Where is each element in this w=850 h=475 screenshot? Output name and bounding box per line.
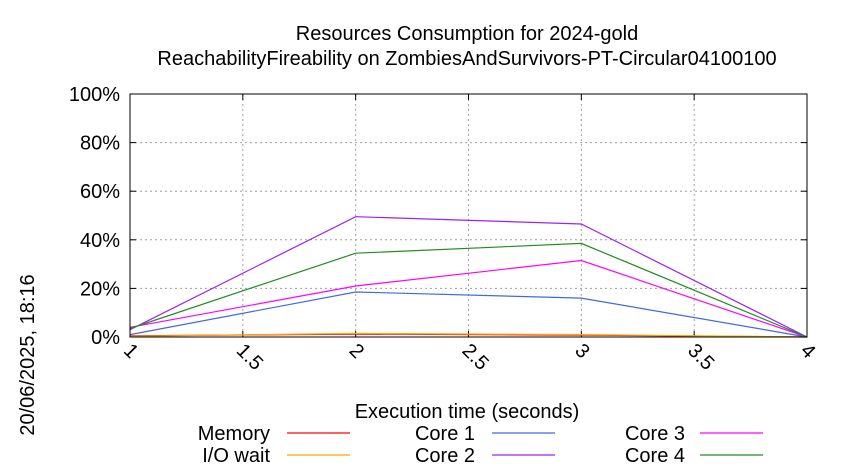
x-tick-label: 1.5	[232, 340, 267, 375]
grid	[129, 93, 808, 338]
x-axis-ticks: 1 1.5 2 2.5 3 3.5 4	[119, 94, 819, 375]
x-axis-label: Execution time (seconds)	[355, 401, 580, 423]
legend-label-core-1: Core 1	[415, 423, 475, 445]
series-line-core-3	[129, 259, 808, 338]
legend-label-memory: Memory	[198, 423, 270, 445]
timestamp-label: 20/06/2025, 18:16	[17, 274, 39, 435]
legend-label-core-4: Core 4	[625, 445, 685, 467]
plot-frame	[129, 93, 808, 338]
legend-label-core-2: Core 2	[415, 445, 475, 467]
series-line-core-2	[129, 216, 808, 338]
y-tick-label: 100%	[69, 84, 120, 106]
chart-title-line-1: Resources Consumption for 2024-gold	[296, 23, 638, 45]
y-tick-label: 20%	[80, 278, 120, 300]
y-tick-label: 40%	[80, 230, 120, 252]
y-tick-label: 80%	[80, 133, 120, 155]
legend-label-i-o-wait: I/O wait	[202, 445, 270, 467]
x-tick-label: 3.5	[683, 340, 718, 375]
chart-title-line-2: ReachabilityFireability on ZombiesAndSur…	[157, 48, 776, 70]
y-tick-label: 0%	[91, 327, 120, 349]
x-tick-label: 2	[345, 340, 368, 363]
x-tick-label: 1	[119, 340, 142, 363]
series-line-i-o-wait	[129, 332, 808, 338]
series-lines	[129, 216, 808, 338]
series-line-core-1	[129, 291, 808, 338]
series-line-core-4	[129, 242, 808, 338]
y-axis-ticks: 0% 20% 40% 60% 80% 100%	[69, 84, 807, 349]
y-tick-label: 60%	[80, 181, 120, 203]
x-tick-label: 2.5	[458, 340, 493, 375]
x-tick-label: 3	[570, 340, 593, 363]
x-tick-label: 4	[796, 340, 819, 363]
legend-label-core-3: Core 3	[625, 423, 685, 445]
